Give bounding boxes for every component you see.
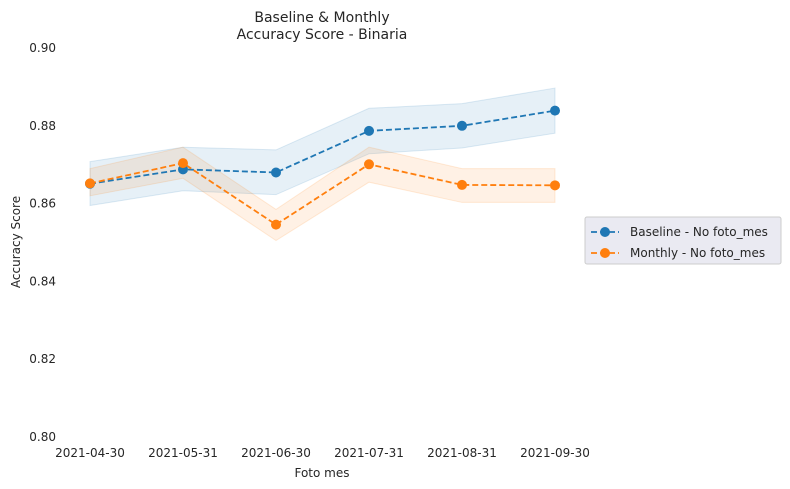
- x-axis-label: Foto mes: [294, 466, 349, 480]
- y-tick-label: 0.84: [29, 274, 56, 288]
- y-tick-label: 0.88: [29, 119, 56, 133]
- data-point: [550, 105, 560, 116]
- x-tick-label: 2021-04-30: [55, 446, 125, 460]
- y-axis-label: Accuracy Score: [9, 196, 23, 288]
- y-tick-label: 0.90: [29, 41, 56, 55]
- legend-marker: [600, 227, 610, 237]
- x-tick-label: 2021-05-31: [148, 446, 218, 460]
- legend-label: Baseline - No foto_mes: [630, 225, 768, 239]
- chart-title-line1: Baseline & Monthly: [254, 10, 389, 26]
- data-point: [271, 219, 281, 230]
- y-axis-ticks: 0.80 0.82 0.84 0.86 0.88 0.90: [29, 41, 56, 444]
- series-line-0: [89, 109, 556, 185]
- y-tick-label: 0.80: [29, 430, 56, 444]
- data-point: [85, 178, 95, 189]
- confidence-band-0: [89, 87, 556, 207]
- x-tick-label: 2021-06-30: [241, 446, 311, 460]
- legend-box: [584, 216, 782, 265]
- y-tick-label: 0.82: [29, 352, 56, 366]
- chart-title-line2: Accuracy Score - Binaria: [237, 27, 408, 43]
- series-line-1: [89, 162, 556, 226]
- data-point: [550, 180, 560, 191]
- data-point: [364, 159, 374, 170]
- series-points: [85, 105, 560, 230]
- y-tick-label: 0.86: [29, 197, 56, 211]
- data-point: [364, 125, 374, 136]
- legend-label: Monthly - No foto_mes: [630, 246, 765, 260]
- data-point: [271, 167, 281, 178]
- series-lines: [89, 109, 556, 226]
- x-axis-ticks: 2021-04-30 2021-05-31 2021-06-30 2021-07-31…: [55, 446, 590, 460]
- data-point: [457, 120, 467, 131]
- data-point: [457, 179, 467, 190]
- data-point: [178, 158, 188, 169]
- legend: Baseline - No foto_mes Monthly - No foto_…: [584, 216, 782, 265]
- confidence-bands: [89, 87, 556, 242]
- x-tick-label: 2021-07-31: [334, 446, 404, 460]
- legend-marker: [600, 248, 610, 258]
- x-tick-label: 2021-09-30: [520, 446, 590, 460]
- x-tick-label: 2021-08-31: [427, 446, 497, 460]
